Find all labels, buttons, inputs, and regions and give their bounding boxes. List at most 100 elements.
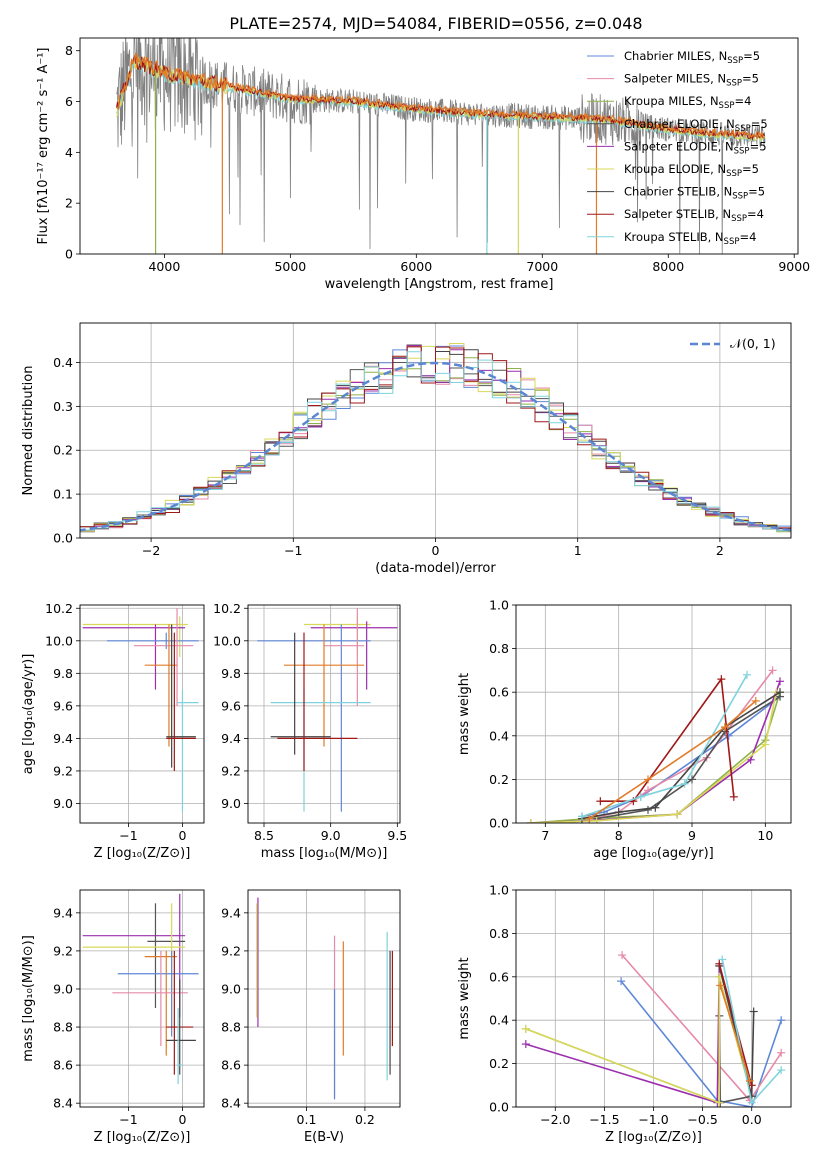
y-tick-label: 0.6	[489, 969, 509, 984]
x-tick-label: 9	[688, 828, 696, 843]
y-tick-label: 8.8	[53, 1020, 73, 1035]
x-tick-label: −2.0	[540, 1112, 570, 1127]
weight-marker	[715, 959, 724, 968]
legend-label: 𝒩(0, 1)	[730, 336, 776, 351]
data-point	[324, 608, 364, 706]
weight-series	[525, 965, 753, 1104]
weight-marker	[618, 951, 627, 960]
y-tick-label: 0.8	[489, 641, 509, 656]
x-tick-label: 7	[541, 828, 549, 843]
y-tick-label: 9.8	[221, 666, 241, 681]
weight-marker	[761, 740, 770, 749]
weight-marker	[751, 696, 760, 705]
weight-marker	[729, 792, 738, 801]
spectrum-ylabel: Flux [fλ10⁻¹⁷ erg cm⁻² s⁻¹ A⁻¹]	[36, 48, 51, 245]
y-tick-label: 9.2	[53, 763, 73, 778]
y-tick-label: 0.6	[489, 685, 509, 700]
y-tick-label: 9.0	[221, 796, 241, 811]
weight-marker	[743, 670, 751, 679]
y-tick-label: 9.6	[53, 698, 73, 713]
x-tick-label: −2	[142, 543, 160, 558]
data-point	[166, 979, 196, 1075]
y-tick-label: 10.2	[213, 601, 241, 616]
mass_vs_z-xlabel: Z [log₁₀(Z/Z⊙)]	[94, 1130, 191, 1145]
legend-label: Kroupa ELODIE, NSSP=5	[624, 162, 759, 179]
normal-curve	[80, 361, 791, 532]
y-tick-label: 10.2	[45, 601, 73, 616]
mass_vs_ebv-frame	[247, 889, 401, 1108]
age_vs_z-frame	[79, 604, 205, 824]
data-point	[106, 632, 199, 649]
age_vs_mass-xlabel: mass [log₁₀(M/M⊙)]	[261, 846, 388, 861]
weight-marker	[747, 1081, 756, 1090]
weight-marker	[526, 819, 535, 823]
weight-marker	[768, 666, 777, 675]
legend-label: Chabrier STELIB, NSSP=5	[624, 185, 765, 202]
age_vs_mass-frame	[247, 604, 401, 824]
weight_vs_age-frame	[515, 604, 792, 824]
y-tick-label: 10.0	[45, 633, 73, 648]
weight-series	[719, 985, 751, 1082]
model-spectrum	[116, 52, 765, 140]
age_vs_z-ylabel: age [log₁₀(age/yr)]	[21, 654, 36, 775]
legend-label: Kroupa MILES, NSSP=4	[624, 94, 751, 111]
weight_vs_z-panel: −2.0 −1.5 −1.0 −0.5 0.0 0.0 0.2 0.4 0.6 0.8 1.0 Z […	[457, 883, 792, 1145]
weight-marker	[716, 981, 725, 990]
age_vs_z-panel: −1 0 9.0 9.2 9.4 9.6 9.8 10.0 10.2 Z [log₁₀(Z/Z⊙)…	[21, 601, 205, 861]
legend-label: Salpeter ELODIE, NSSP=5	[624, 139, 767, 156]
weight-marker	[777, 1016, 786, 1025]
x-tick-label: 8	[615, 828, 623, 843]
y-tick-label: 9.2	[221, 943, 241, 958]
spectrum-frame	[79, 37, 799, 255]
mass_vs_z-plot-area	[82, 893, 199, 1085]
data-point	[270, 689, 371, 812]
mass_vs_ebv-panel: 0.1 0.2 8.4 8.6 8.8 9.0 9.2 9.4 E(B-V)	[221, 889, 401, 1145]
data-point	[133, 608, 194, 706]
y-tick-label: 8.4	[53, 1096, 73, 1111]
y-tick-label: 0.2	[53, 443, 73, 458]
data-point	[112, 950, 188, 1047]
residuals-panel: 𝒩(0, 1) −2 −1 0 1 2 0.0 0.1 0.2 0.3 0.4 (data-model…	[21, 322, 792, 576]
data-point	[310, 621, 398, 690]
y-tick-label: 9.4	[53, 905, 73, 920]
y-tick-label: 0.8	[489, 926, 509, 941]
x-tick-label: 1	[574, 543, 582, 558]
data-point	[166, 632, 196, 771]
age_vs_z-plot-area	[82, 608, 199, 812]
y-tick-label: 10.0	[213, 633, 241, 648]
x-tick-label: 10	[757, 828, 773, 843]
data-point	[304, 616, 371, 658]
weight_vs_age-panel: 7 8 9 10 0.0 0.2 0.4 0.6 0.8 1.0 age [log₁₀(age/yr…	[457, 598, 792, 861]
legend-label: Salpeter STELIB, NSSP=4	[624, 207, 764, 224]
y-tick-label: 8.4	[221, 1096, 241, 1111]
y-tick-label: 0.0	[489, 816, 509, 831]
x-tick-label: 0	[178, 1112, 186, 1127]
mass_vs_z-ylabel: mass [log₁₀(M/M⊙)]	[21, 935, 36, 1062]
y-tick-label: 8.6	[53, 1058, 73, 1073]
weight-marker	[651, 803, 660, 812]
data-point	[82, 893, 186, 1018]
y-tick-label: 1.0	[489, 598, 509, 613]
weight-marker	[680, 779, 689, 788]
weight-series	[530, 692, 778, 823]
x-tick-label: 4000	[148, 259, 180, 274]
weight-marker	[721, 723, 729, 732]
y-tick-label: 9.4	[221, 905, 241, 920]
data-point	[284, 624, 364, 747]
y-tick-label: 9.8	[53, 666, 73, 681]
legend-label: Chabrier ELODIE, NSSP=5	[624, 117, 768, 134]
y-tick-label: 9.4	[221, 731, 241, 746]
residual-histogram	[80, 351, 791, 535]
weight-series	[600, 676, 735, 802]
weight_vs_age-ylabel: mass weight	[457, 673, 472, 755]
spectrum-panel: 4000 5000 6000 7000 8000 9000 0 2 4 6 8 wavelength …	[36, 37, 810, 292]
data-point	[117, 950, 199, 1037]
legend-label: Kroupa STELIB, NSSP=4	[624, 230, 756, 247]
x-tick-label: 0.2	[355, 1112, 375, 1127]
y-tick-label: 9.0	[221, 981, 241, 996]
weight-marker	[585, 814, 594, 823]
data-point	[82, 616, 188, 658]
x-tick-label: −1.0	[638, 1112, 668, 1127]
weight_vs_age-plot-area	[526, 666, 784, 823]
y-tick-label: 0.3	[53, 399, 73, 414]
